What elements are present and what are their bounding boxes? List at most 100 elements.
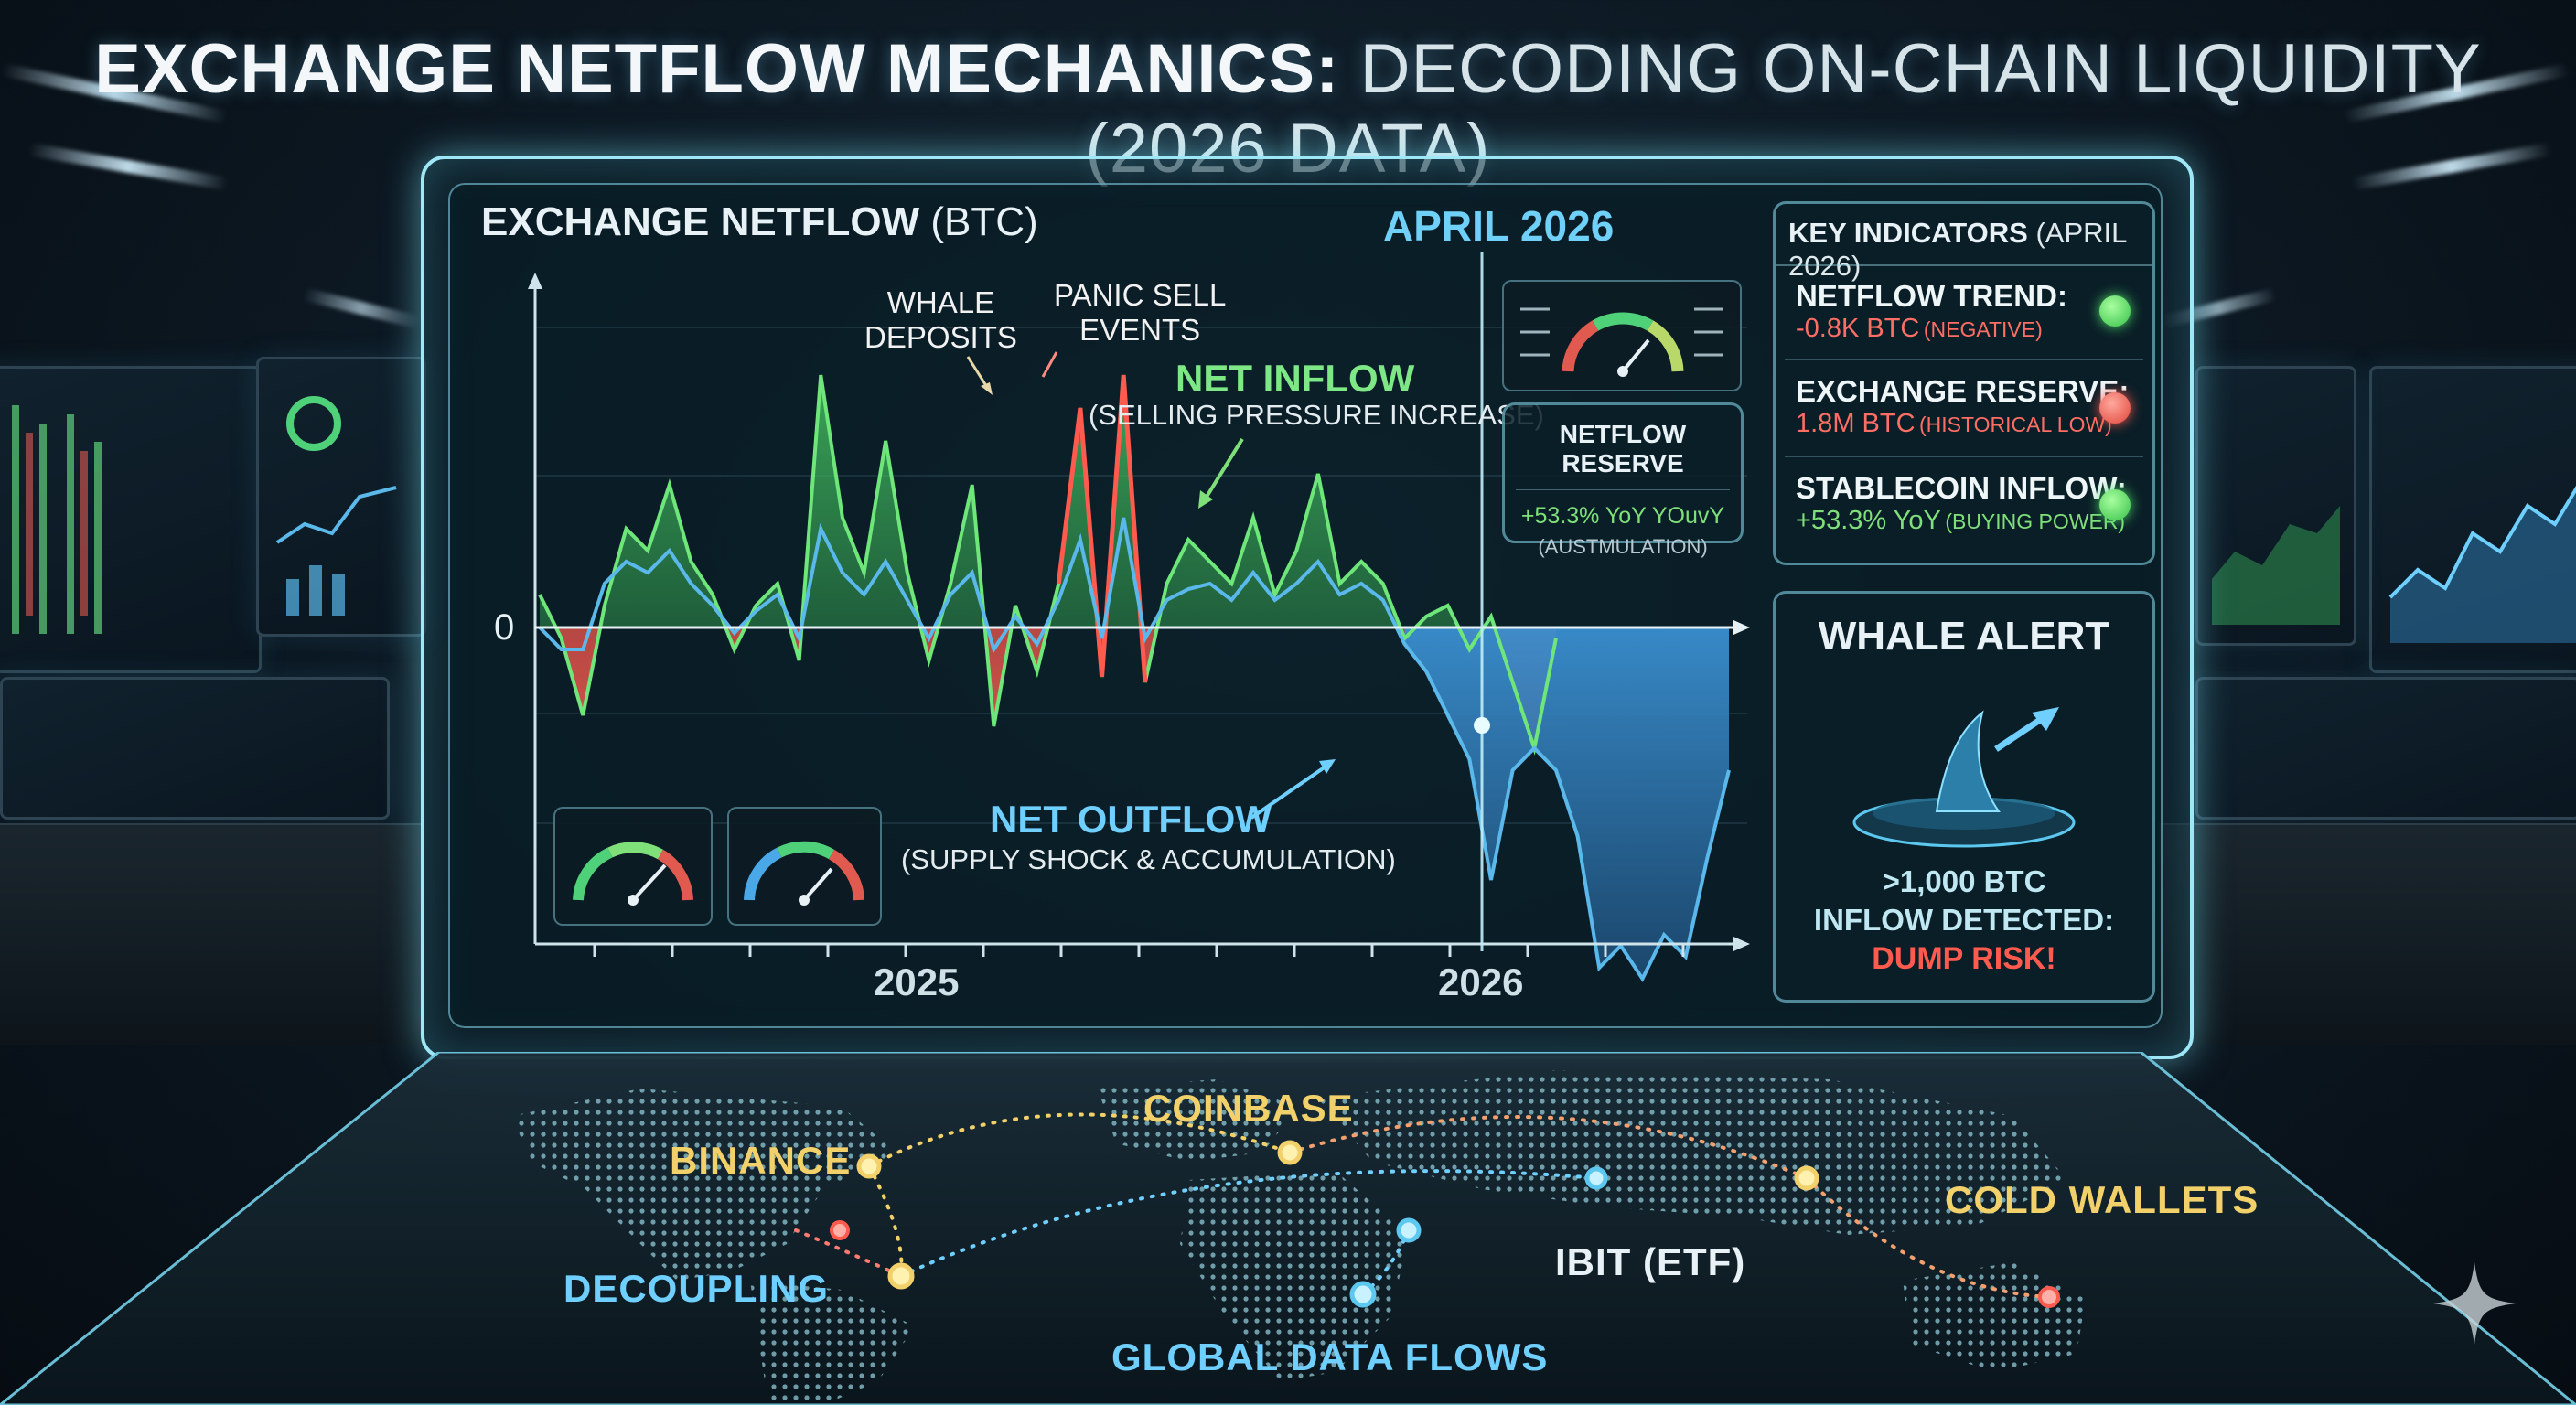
netflow-reserve-sub: (AUSTMULATION) — [1538, 535, 1708, 558]
whale-alert-panel: WHALE ALERT >1,000 BTC INFLOW DETECTED: … — [1773, 591, 2155, 1003]
indicator-exchange-reserve-label: EXCHANGE RESERVE: — [1796, 374, 2130, 408]
net-inflow-arrowhead — [1198, 490, 1213, 509]
node-asia — [1584, 1166, 1608, 1190]
left-monitor-2-chart — [275, 396, 397, 616]
april-2026-marker-point — [1474, 717, 1490, 734]
key-indicators-title: KEY INDICATORS (APRIL 2026) — [1788, 217, 2152, 283]
netflow-reserve-box: NETFLOW RESERVE +53.3% YoY YOuvY (AUSTMU… — [1502, 402, 1744, 558]
panic-sell-label: PANIC SELL EVENTS — [1054, 278, 1226, 348]
mini-gauge-right — [727, 807, 882, 926]
right-background-monitor-2 — [2195, 366, 2356, 646]
panic-sell-arrow — [1041, 351, 1058, 378]
node-red-west — [830, 1220, 850, 1240]
flow-decoupling-ibit — [899, 1169, 1598, 1278]
sparkle-icon — [2433, 1262, 2516, 1345]
flow-paths — [794, 1112, 2051, 1299]
whale-alert-title: WHALE ALERT — [1818, 614, 2110, 659]
status-dot-red-icon — [2099, 392, 2131, 424]
node-binance — [856, 1153, 882, 1179]
netflow-reserve-value: +53.3% YoY YOuvY — [1520, 503, 1725, 529]
flow-cold-australia — [1805, 1176, 2051, 1299]
right-monitor-2-chart — [2212, 506, 2340, 625]
left-desk — [0, 823, 421, 1045]
whale-deposits-line2: DEPOSITS — [864, 320, 1017, 354]
left-background-monitor-2 — [256, 357, 426, 637]
indicator-exchange-reserve-value: 1.8M BTC — [1796, 409, 1916, 438]
key-indicators-title-bold: KEY INDICATORS — [1788, 217, 2028, 249]
netflow-reserve-title: NETFLOW RESERVE — [1559, 420, 1687, 477]
node-cold-wallets — [1794, 1165, 1819, 1191]
left-monitor-bars — [12, 405, 102, 634]
node-decoupling — [887, 1262, 915, 1290]
continents — [512, 1070, 2086, 1405]
chart-title-bold: EXCHANGE NETFLOW — [481, 199, 920, 244]
page-title: EXCHANGE NETFLOW MECHANICS: DECODING ON-… — [0, 29, 2576, 188]
indicator-netflow-trend: NETFLOW TREND: -0.8K BTC (NEGATIVE) — [1796, 279, 2067, 344]
indicator-netflow-trend-note: (NEGATIVE) — [1923, 317, 2043, 341]
north-america-shape — [512, 1089, 896, 1281]
left-lower-monitor — [0, 677, 390, 820]
mini-gauge-left-dial — [573, 842, 693, 906]
zero-label: 0 — [494, 607, 515, 648]
map-label-binance: BINANCE — [670, 1139, 852, 1182]
indicator-stablecoin-inflow: STABLECOIN INFLOW: +53.3% YoY (BUYING PO… — [1796, 471, 2127, 536]
map-label-decoupling: DECOUPLING — [564, 1267, 830, 1310]
x-axis-arrow — [1733, 937, 1750, 951]
net-outflow-arrow — [1250, 763, 1330, 820]
right-background-monitor — [2369, 366, 2576, 673]
top-gauge-dial — [1520, 307, 1723, 377]
indicator-exchange-reserve-note: (HISTORICAL LOW) — [1918, 413, 2112, 436]
chart-title: EXCHANGE NETFLOW (BTC) — [481, 199, 1038, 245]
map-nodes — [830, 1140, 2060, 1308]
indicator-stablecoin-inflow-label: STABLECOIN INFLOW: — [1796, 471, 2127, 505]
node-australia — [2038, 1286, 2060, 1308]
whale-deposits-arrowhead — [981, 382, 993, 395]
left-background-monitor — [0, 366, 262, 673]
australia-shape — [1903, 1262, 2086, 1372]
asia-shape — [1317, 1070, 2067, 1235]
panic-sell-peak — [1056, 407, 1105, 678]
status-dot-green-icon — [2099, 489, 2131, 520]
y-axis-arrow — [528, 273, 542, 289]
world-map-table — [0, 1052, 2576, 1405]
top-gauge — [1502, 280, 1742, 391]
europe-shape — [1098, 1079, 1299, 1162]
april-2026-label: APRIL 2026 — [1383, 202, 1615, 250]
mini-gauge-left — [553, 807, 713, 926]
outflow-series-line — [538, 517, 1731, 983]
indicator-netflow-trend-label: NETFLOW TREND: — [1796, 279, 2067, 313]
mini-gauge-right-dial — [744, 841, 864, 906]
chart-title-unit: (BTC) — [930, 199, 1038, 244]
shark-fin-icon — [1852, 707, 2076, 848]
map-label-ibit: IBIT (ETF) — [1555, 1240, 1746, 1283]
net-outflow-label: NET OUTFLOW — [990, 798, 1272, 841]
net-inflow-arrow — [1202, 437, 1244, 503]
map-label-cold-wallets: COLD WALLETS — [1945, 1178, 2259, 1221]
year-label-2026: 2026 — [1438, 960, 1524, 1003]
right-lower-monitor — [2195, 677, 2576, 820]
whale-alert-line2: INFLOW DETECTED: — [1813, 903, 2115, 937]
map-label-global-data-flows: GLOBAL DATA FLOWS — [1111, 1335, 1549, 1378]
node-ibit — [1396, 1217, 1422, 1243]
africa-shape — [1180, 1171, 1409, 1381]
year-label-2025: 2025 — [874, 960, 960, 1003]
whale-alert-line3: DUMP RISK! — [1872, 941, 2056, 976]
key-indicators-panel: KEY INDICATORS (APRIL 2026) NETFLOW TREN… — [1773, 201, 2155, 565]
panic-sell-line2: EVENTS — [1079, 313, 1201, 347]
whale-alert-line1: >1,000 BTC — [1882, 864, 2046, 898]
status-dot-green-icon — [2099, 295, 2131, 327]
net-inflow-sublabel: (SELLING PRESSURE INCREASE) — [1089, 399, 1544, 431]
net-inflow-label: NET INFLOW — [1175, 357, 1415, 400]
map-label-coinbase: COINBASE — [1143, 1087, 1354, 1130]
indicator-stablecoin-inflow-note: (BUYING POWER) — [1945, 509, 2126, 533]
panic-sell-peak — [1100, 374, 1148, 683]
panic-sell-line1: PANIC SELL — [1054, 278, 1227, 312]
zero-line-arrow — [1733, 620, 1750, 635]
key-indicators-title-rest: (APRIL 2026) — [1788, 217, 2127, 282]
indicator-netflow-trend-value: -0.8K BTC — [1796, 314, 1920, 343]
right-desk — [2159, 823, 2576, 1045]
x-axis-ticks — [593, 944, 1685, 957]
whale-deposits-label: WHALE DEPOSITS — [864, 285, 1017, 355]
flow-coinbase-cold — [1288, 1115, 1809, 1180]
flow-binance-coinbase — [867, 1112, 1292, 1168]
